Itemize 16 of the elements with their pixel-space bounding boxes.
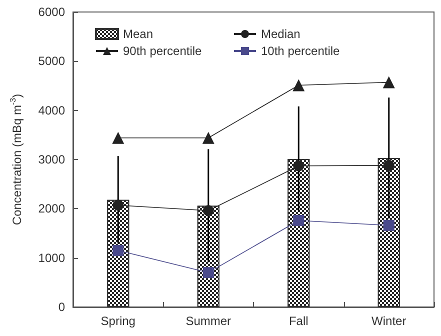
legend-label: Median <box>261 27 300 41</box>
x-tick-label: Fall <box>288 314 308 328</box>
x-tick-label: Spring <box>100 314 136 328</box>
x-tick-label: Winter <box>372 314 406 328</box>
y-tick-label: 4000 <box>38 103 66 118</box>
legend-label: 90th percentile <box>123 44 202 58</box>
legend-label: Mean <box>123 27 154 41</box>
y-tick-label: 0 <box>58 300 66 314</box>
y-tick-label: 6000 <box>38 5 66 19</box>
y-axis-title: Concentration (mBq m-3) <box>8 94 24 226</box>
y-tick-label: 1000 <box>38 250 66 265</box>
y-tick-label: 3000 <box>38 152 66 166</box>
y-tick-label: 5000 <box>38 54 66 68</box>
x-tick-label: Summer <box>186 314 232 328</box>
legend-label: 10th percentile <box>261 44 340 58</box>
y-tick-label: 2000 <box>38 202 66 216</box>
